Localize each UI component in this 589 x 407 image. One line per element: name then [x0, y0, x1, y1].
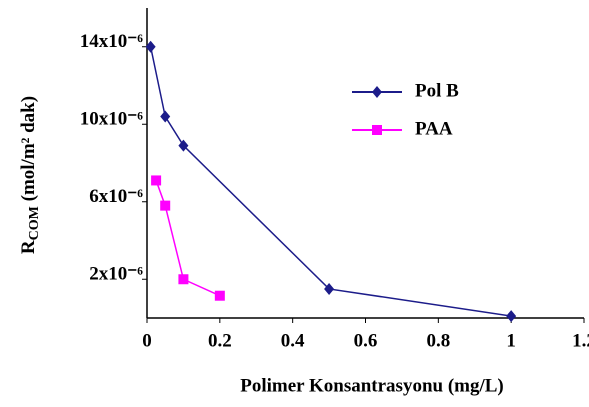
marker [324, 282, 335, 295]
legend-marker [372, 125, 382, 135]
y-tick-label: 2x10⁻⁶ [89, 264, 143, 285]
marker [178, 274, 189, 285]
x-tick-label: 0.4 [281, 330, 305, 351]
y-label-sub: COM [27, 206, 42, 240]
marker [151, 175, 162, 186]
y-tick-label: 10x10⁻⁶ [80, 109, 144, 130]
y-label-unit: (mol/m² dak) [18, 96, 39, 206]
x-tick-label: 1 [506, 330, 516, 351]
marker [160, 200, 171, 211]
marker [160, 110, 171, 123]
legend-marker [372, 86, 382, 98]
x-tick-label: 0.6 [354, 330, 378, 351]
y-tick-label: 14x10⁻⁶ [80, 31, 144, 52]
marker [145, 40, 156, 53]
marker [214, 290, 225, 301]
x-tick-label: 1.2 [572, 330, 589, 351]
y-label-main: R [18, 240, 39, 254]
x-axis-label: Polimer Konsantrasyonu (mg/L) [240, 375, 504, 396]
legend-label: Pol B [415, 80, 459, 101]
x-tick-label: 0.8 [426, 330, 450, 351]
y-tick-label: 6x10⁻⁶ [89, 186, 143, 207]
x-tick-label: 0.2 [208, 330, 232, 351]
marker [178, 139, 189, 152]
series-line [155, 180, 221, 297]
y-axis-label: RCOM (mol/m² dak) [18, 96, 42, 254]
marker [506, 310, 517, 323]
legend-label: PAA [415, 118, 453, 139]
x-tick-label: 0 [142, 330, 152, 351]
